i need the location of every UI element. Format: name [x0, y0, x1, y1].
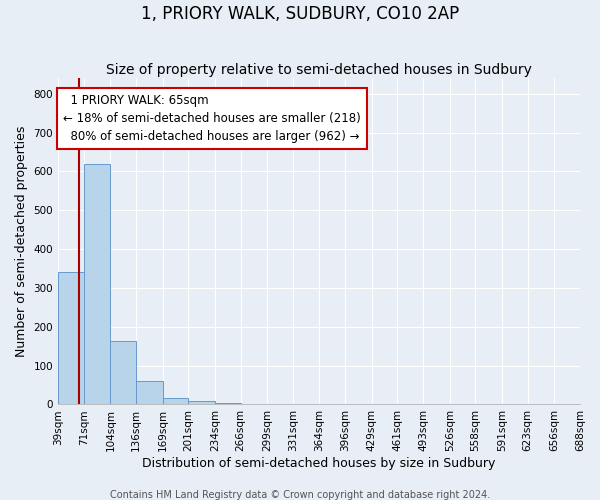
Bar: [163, 398, 188, 404]
Bar: [84, 164, 110, 404]
Text: 1 PRIORY WALK: 65sqm
← 18% of semi-detached houses are smaller (218)
  80% of se: 1 PRIORY WALK: 65sqm ← 18% of semi-detac…: [63, 94, 361, 142]
Bar: [188, 401, 215, 404]
Bar: [136, 381, 163, 404]
Text: Contains HM Land Registry data © Crown copyright and database right 2024.: Contains HM Land Registry data © Crown c…: [110, 490, 490, 500]
Bar: [110, 341, 136, 404]
Y-axis label: Number of semi-detached properties: Number of semi-detached properties: [15, 126, 28, 357]
X-axis label: Distribution of semi-detached houses by size in Sudbury: Distribution of semi-detached houses by …: [142, 457, 496, 470]
Bar: [58, 272, 84, 404]
Text: 1, PRIORY WALK, SUDBURY, CO10 2AP: 1, PRIORY WALK, SUDBURY, CO10 2AP: [141, 5, 459, 23]
Title: Size of property relative to semi-detached houses in Sudbury: Size of property relative to semi-detach…: [106, 63, 532, 77]
